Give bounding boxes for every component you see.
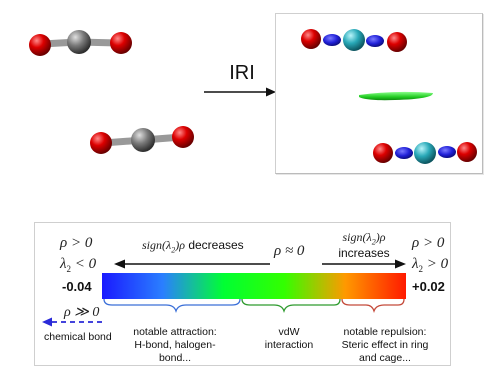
right-rho-condition: ρ > 0 [412,235,445,251]
lambda-symbol: λ [60,256,67,272]
sign-expression: sign(λ2)ρ [142,238,185,255]
vdw-brace [241,298,341,314]
lambda-subscript: 2 [418,264,424,274]
scale-max-value: +0.02 [412,279,445,294]
decreases-label: decreases [188,238,244,252]
right-lambda-condition: λ2 > 0 [412,256,448,274]
carbon-atom [414,142,436,164]
repulsion-description: notable repulsion: Steric effect in ring… [341,326,429,364]
bond-isosurface [395,147,413,159]
carbon-atom [343,29,365,51]
bond-isosurface [438,146,456,158]
co2-with-bond-isosurfaces-lower [373,142,477,164]
lambda-subscript: 2 [66,264,72,274]
chemical-bond-arrow [42,317,104,327]
vdw-description: vdW interaction [264,326,314,351]
carbon-atom [131,128,155,152]
scale-min-value: -0.04 [62,279,92,294]
mid-rho-condition: ρ ≈ 0 [274,243,305,259]
co2-molecules-left [29,30,194,154]
attraction-brace [103,298,241,314]
oxygen-atom [29,34,51,56]
right-arrow-caption: sign(λ2)ρ increases [326,230,402,260]
co2-molecule-upper [29,30,132,56]
bond-isosurface [323,34,341,46]
sign-lambda2-rho-color-bar [102,273,406,299]
oxygen-atom [110,32,132,54]
left-rho-condition: ρ > 0 [60,235,93,251]
vdw-isosurface [359,91,433,101]
lambda-relation: > 0 [426,256,449,272]
left-lambda-condition: λ2 < 0 [60,256,96,274]
iri-label: IRI [229,62,255,84]
iri-result-molecules [301,29,477,164]
bond-isosurface [366,35,384,47]
co2-with-bond-isosurfaces-upper [301,29,407,52]
increases-label: increases [338,246,390,261]
left-arrow-caption: sign(λ2)ρ decreases [142,238,244,254]
repulsion-brace [341,298,405,314]
sign-expression: sign(λ2)ρ [342,230,386,247]
oxygen-atom [373,143,393,163]
oxygen-atom [301,29,321,49]
co2-molecule-lower [90,126,194,154]
chemical-bond-label: chemical bond [44,331,112,343]
interaction-braces [103,298,405,314]
iri-arrow [204,87,276,97]
decreasing-arrow [114,259,270,269]
lambda-relation: < 0 [74,256,97,272]
carbon-atom [67,30,91,54]
oxygen-atom [172,126,194,148]
attraction-description: notable attraction: H-bond, halogen-bond… [133,326,217,364]
oxygen-atom [457,142,477,162]
oxygen-atom [387,32,407,52]
increasing-arrow [322,259,406,269]
oxygen-atom [90,132,112,154]
chem-rho-condition: ρ ≫ 0 [64,305,100,320]
lambda-symbol: λ [412,256,419,272]
